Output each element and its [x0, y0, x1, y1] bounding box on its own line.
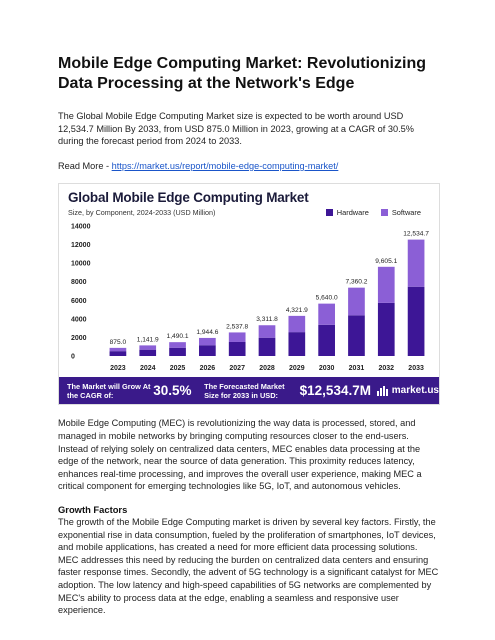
data-label-2023: 875.0: [110, 339, 127, 346]
legend-software: Software: [380, 208, 421, 218]
y-tick-label: 2000: [71, 335, 87, 342]
x-tick-label-2030: 2030: [319, 365, 335, 372]
bar-hardware-2026: [199, 345, 216, 357]
bar-software-2029: [288, 316, 306, 333]
bar-hardware-2023: [109, 351, 127, 357]
legend-swatch-hardware: [325, 209, 333, 217]
forecast-label: The Forecasted Market Size for 2033 in U…: [204, 381, 285, 400]
infographic-subtitle: Size, by Component, 2024-2033 (USD Milli…: [68, 208, 216, 218]
data-label-2033: 12,534.7: [403, 231, 429, 238]
read-more-prefix: Read More -: [58, 160, 112, 171]
bar-software-2033: [407, 239, 425, 288]
data-label-2032: 9,605.1: [375, 258, 397, 265]
legend-swatch-software: [380, 209, 388, 217]
bar-software-2032: [377, 267, 395, 304]
x-tick-label-2027: 2027: [229, 365, 245, 372]
bar-software-2025: [169, 342, 186, 349]
y-tick-label: 4000: [71, 317, 87, 324]
brand-logo: market.us: [376, 385, 439, 397]
body-paragraph: Mobile Edge Computing (MEC) is revolutio…: [58, 418, 422, 492]
x-tick-label-2025: 2025: [170, 365, 186, 372]
page-title: Mobile Edge Computing Market: Revolution…: [58, 55, 426, 92]
bar-software-2030: [318, 304, 335, 326]
cagr-label: The Market will Grow At the CAGR of:: [67, 381, 151, 400]
x-tick-label-2031: 2031: [349, 365, 365, 372]
legend-label-hardware: Hardware: [336, 208, 369, 218]
bar-chart: 0 2000 4000 6000 8000 10000 12000 14000 875.0 202…: [71, 224, 429, 373]
data-label-2030: 5,640.0: [316, 295, 338, 302]
data-label-2024: 1,141.9: [137, 337, 159, 344]
y-tick-label: 14000: [71, 224, 91, 231]
data-label-2029: 4,321.9: [286, 307, 308, 314]
bar-hardware-2025: [169, 348, 186, 357]
y-tick-label: 10000: [71, 261, 91, 268]
infographic-title: Global Mobile Edge Computing Market: [68, 190, 309, 206]
bar-hardware-2030: [318, 325, 335, 357]
data-label-2028: 3,311.8: [256, 317, 278, 324]
bar-software-2027: [228, 332, 246, 343]
bar-hardware-2029: [288, 332, 306, 357]
report-link[interactable]: https://market.us/report/mobile-edge-com…: [111, 160, 339, 171]
x-tick-label-2028: 2028: [259, 365, 275, 372]
y-tick-label: 0: [71, 354, 75, 361]
legend-hardware: Hardware: [325, 208, 369, 218]
bar-software-2031: [348, 288, 365, 316]
x-tick-label-2026: 2026: [200, 365, 216, 372]
data-label-2025: 1,490.1: [167, 334, 189, 341]
bar-logo-icon: [376, 385, 389, 396]
summary-banner: The Market will Grow At the CAGR of: 30.…: [59, 377, 439, 405]
bar-software-2026: [199, 338, 216, 346]
bar-hardware-2031: [348, 315, 365, 357]
y-tick-label: 6000: [71, 298, 87, 305]
growth-paragraph: The growth of the Mobile Edge Computing …: [58, 516, 439, 616]
brand-name: market.us: [391, 385, 439, 397]
chart-legend: Hardware Software: [325, 208, 421, 218]
x-tick-label-2033: 2033: [408, 365, 424, 372]
bar-software-2024: [139, 345, 157, 351]
data-label-2031: 7,360.2: [345, 279, 367, 286]
market-infographic: Global Mobile Edge Computing Market Size…: [58, 183, 440, 406]
bar-software-2028: [258, 325, 276, 339]
document: Mobile Edge Computing Market: Revolution…: [58, 54, 440, 617]
read-more: Read More - https://market.us/report/mob…: [58, 160, 440, 173]
x-tick-label-2029: 2029: [289, 365, 305, 372]
bar-software-2023: [109, 348, 127, 352]
y-tick-label: 8000: [71, 280, 87, 287]
bar-hardware-2028: [258, 338, 276, 357]
legend-label-software: Software: [391, 208, 421, 218]
bar-hardware-2032: [377, 303, 395, 357]
y-tick-label: 12000: [71, 242, 91, 249]
cagr-value: 30.5%: [153, 383, 192, 399]
bar-hardware-2027: [228, 342, 246, 357]
growth-heading: Growth Factors: [58, 503, 128, 515]
x-tick-label-2032: 2032: [378, 365, 394, 372]
bar-hardware-2024: [139, 350, 157, 357]
forecast-value: $12,534.7M: [299, 383, 371, 399]
intro-paragraph: The Global Mobile Edge Computing Market …: [58, 111, 414, 147]
bar-hardware-2033: [407, 287, 425, 357]
x-tick-label-2023: 2023: [110, 365, 126, 372]
x-tick-label-2024: 2024: [140, 365, 156, 372]
data-label-2027: 2,537.8: [226, 324, 248, 331]
data-label-2026: 1,944.6: [196, 329, 218, 336]
